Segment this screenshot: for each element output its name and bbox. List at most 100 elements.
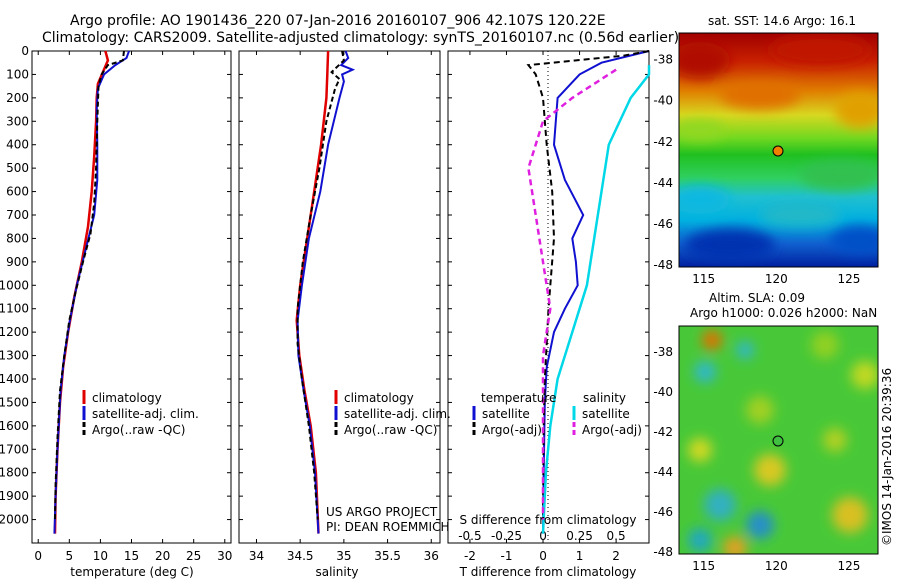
depth-tick-label: 1400	[0, 372, 29, 386]
x-tick-label: 1	[576, 549, 584, 563]
series-line-Argo(..raw -QC)	[54, 50, 125, 520]
map-y-tick-label: -38	[653, 53, 673, 67]
depth-tick-label: 1700	[0, 442, 29, 456]
depth-tick-label: 2000	[0, 513, 29, 527]
sla-map	[678, 325, 879, 555]
depth-tick-label: 1000	[0, 278, 29, 292]
x-tick-label: 25	[186, 549, 201, 563]
map-y-tick-label: -44	[653, 465, 673, 479]
temperature-lines	[53, 50, 130, 534]
map-x-tick-label: 120	[765, 272, 788, 286]
temperature-panel-frame	[31, 50, 232, 544]
map-x-tick-label: 115	[692, 272, 715, 286]
project-annotation: US ARGO PROJECT	[326, 505, 438, 519]
map-y-tick-label: -42	[653, 425, 673, 439]
legend-s-argo: Argo(-adj)	[582, 423, 642, 437]
legend-t-argo: Argo(-adj)	[482, 423, 542, 437]
temperature-xlabel: temperature (deg C)	[70, 565, 193, 579]
salinity-legend: climatology satellite-adj. clim. Argo(..…	[326, 390, 451, 534]
series-line-climatology	[53, 50, 110, 534]
sst-map-ticks: 115 120 125 -38 -40 -42 -44 -46 -48	[653, 53, 860, 286]
difference-x-ticks: -2 -1 0 1 2	[464, 51, 620, 563]
difference-legend: temperature salinity satellite Argo(-adj…	[472, 391, 642, 437]
depth-tick-label: 1900	[0, 489, 29, 503]
x-tick-label: 2	[612, 549, 620, 563]
top-tick-label: -0.5	[458, 529, 481, 543]
depth-tick-label: 700	[6, 208, 29, 222]
difference-xlabel: T difference from climatology	[459, 565, 637, 579]
argo-location-marker	[772, 145, 784, 157]
x-tick-label: 34.5	[287, 549, 314, 563]
map-y-tick-label: -48	[653, 258, 673, 272]
salinity-xlabel: salinity	[315, 565, 358, 579]
credit-text: ©IMOS 14-Jan-2016 20:39:36	[880, 368, 894, 546]
x-tick-label: -2	[464, 549, 476, 563]
legend-climatology: climatology	[344, 391, 414, 405]
series-line-satellite	[541, 65, 651, 534]
x-tick-label: -1	[500, 549, 512, 563]
difference-top-label: S difference from climatology	[460, 513, 637, 527]
series-line-satellite	[542, 50, 650, 534]
sla-map-title-2: Argo h1000: 0.026 h2000: NaN	[690, 306, 877, 320]
depth-tick-label: 1100	[0, 302, 29, 316]
depth-tick-label: 800	[6, 231, 29, 245]
pi-annotation: PI: DEAN ROEMMICH	[326, 520, 449, 534]
depth-tick-label: 900	[6, 255, 29, 269]
legend-satellite: satellite-adj. clim.	[92, 407, 199, 421]
depth-tick-label: 400	[6, 138, 29, 152]
depth-tick-label: 600	[6, 185, 29, 199]
depth-tick-label: 1300	[0, 349, 29, 363]
x-tick-label: 30	[217, 549, 232, 563]
series-line-Argo(-adj)	[527, 68, 617, 520]
depth-tick-label: 300	[6, 114, 29, 128]
map-x-tick-label: 120	[765, 559, 788, 573]
map-y-tick-label: -40	[653, 385, 673, 399]
salinity-panel-frame	[238, 50, 441, 544]
series-line-satellite-adj. clim.	[53, 50, 130, 534]
temperature-legend: climatology satellite-adj. clim. Argo(..…	[82, 390, 199, 437]
map-y-tick-label: -42	[653, 135, 673, 149]
salinity-x-ticks: 34 34.5 35 35.5 36	[249, 51, 439, 563]
depth-tick-label: 1600	[0, 419, 29, 433]
depth-tick-label: 0	[21, 44, 29, 58]
legend-header-temperature: temperature	[481, 391, 556, 405]
map-y-tick-label: -46	[653, 505, 673, 519]
difference-lines	[526, 50, 651, 534]
x-tick-label: 35	[336, 549, 351, 563]
temperature-x-ticks: 0 5 10 15 20 25 30	[34, 51, 232, 563]
x-tick-label: 35.5	[374, 549, 401, 563]
map-y-tick-label: -46	[653, 217, 673, 231]
legend-argo: Argo(..raw -QC)	[344, 423, 437, 437]
depth-tick-label: 200	[6, 91, 29, 105]
map-x-tick-label: 125	[837, 559, 860, 573]
x-tick-label: 0	[539, 549, 547, 563]
x-tick-label: 20	[155, 549, 170, 563]
legend-climatology: climatology	[92, 391, 162, 405]
map-y-tick-label: -44	[653, 176, 673, 190]
series-line-satellite-adj. clim.	[296, 50, 356, 534]
x-tick-label: 34	[249, 549, 264, 563]
x-tick-label: 5	[65, 549, 73, 563]
legend-t-satellite: satellite	[482, 407, 530, 421]
series-line-Argo(-adj)	[526, 50, 650, 520]
salinity-lines	[295, 50, 356, 534]
map-y-tick-label: -40	[653, 94, 673, 108]
map-x-tick-label: 115	[692, 559, 715, 573]
sla-map-ticks: 115 120 125 -38 -40 -42 -44 -46 -48	[653, 345, 860, 573]
legend-argo: Argo(..raw -QC)	[92, 423, 185, 437]
x-tick-label: 10	[93, 549, 108, 563]
legend-satellite: satellite-adj. clim.	[344, 407, 451, 421]
depth-tick-label: 1200	[0, 325, 29, 339]
sst-map-title: sat. SST: 14.6 Argo: 16.1	[708, 14, 856, 28]
depth-tick-label: 500	[6, 161, 29, 175]
sst-map	[678, 32, 879, 268]
difference-top-ticks: -0.5 -0.25 0 0.25 0.5	[458, 529, 625, 543]
legend-s-satellite: satellite	[582, 407, 630, 421]
sst-texture	[679, 35, 878, 261]
legend-header-salinity: salinity	[583, 391, 626, 405]
title-line-1: Argo profile: AO 1901436_220 07-Jan-2016…	[70, 13, 606, 29]
depth-tick-label: 1500	[0, 395, 29, 409]
top-tick-label: 0.5	[607, 529, 626, 543]
sla-map-title-1: Altim. SLA: 0.09	[709, 291, 805, 305]
